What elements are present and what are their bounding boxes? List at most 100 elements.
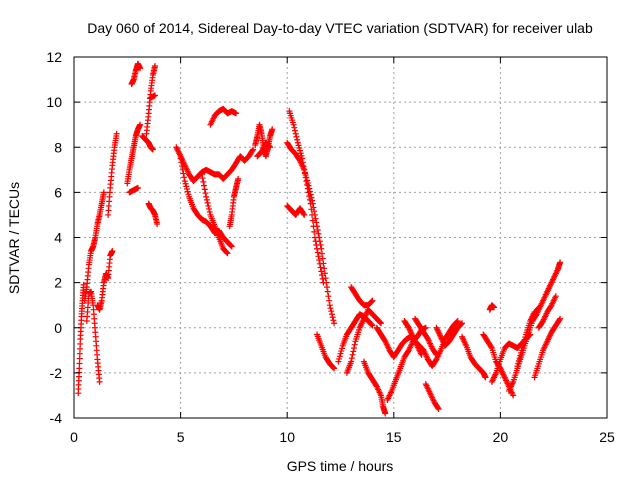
- data-point: [181, 178, 188, 185]
- data-point: [309, 217, 316, 224]
- data-point: [204, 199, 211, 206]
- data-point: [235, 175, 242, 182]
- data-point: [306, 193, 313, 200]
- data-point: [80, 281, 87, 288]
- data-point: [302, 174, 309, 181]
- data-point: [294, 136, 301, 143]
- data-point: [313, 219, 320, 226]
- data-point: [516, 355, 523, 362]
- y-tick-label: -4: [50, 410, 63, 426]
- x-tick-label: 5: [177, 429, 185, 445]
- data-point: [201, 182, 208, 189]
- data-point: [206, 208, 213, 215]
- data-point: [517, 352, 524, 359]
- data-point: [520, 339, 527, 346]
- data-point: [338, 345, 345, 352]
- data-point: [432, 350, 439, 357]
- data-point: [324, 288, 331, 295]
- data-point: [314, 245, 321, 252]
- data-point: [311, 234, 318, 241]
- data-point: [552, 293, 559, 300]
- data-point: [179, 163, 186, 170]
- data-point: [137, 121, 144, 128]
- data-point: [307, 200, 314, 207]
- axes: 0 5 10 15 20 25 -4 -2 0 2 4 6 8 10 12: [46, 49, 615, 445]
- data-point: [181, 174, 188, 181]
- data-point: [203, 196, 210, 203]
- data-point: [336, 355, 343, 362]
- data-point: [325, 293, 332, 300]
- y-tick-label: 6: [54, 184, 62, 200]
- data-point: [314, 226, 321, 233]
- x-tick-label: 10: [279, 429, 295, 445]
- data-point: [314, 249, 321, 256]
- data-point: [183, 185, 190, 192]
- data-point: [330, 317, 337, 324]
- data-point: [294, 139, 301, 146]
- data-point: [316, 260, 323, 267]
- data-point: [309, 211, 316, 218]
- data-point: [557, 315, 564, 322]
- data-point: [328, 308, 335, 315]
- data-point: [368, 298, 375, 305]
- data-point: [318, 268, 325, 275]
- data-point: [199, 175, 206, 182]
- chart-title: Day 060 of 2014, Sidereal Day-to-day VTE…: [87, 20, 593, 36]
- data-point: [312, 238, 319, 245]
- x-axis-label: GPS time / hours: [287, 458, 394, 474]
- data-point: [335, 358, 342, 365]
- data-point: [337, 350, 344, 357]
- data-point: [327, 305, 334, 312]
- data-point: [315, 230, 322, 237]
- data-point: [152, 63, 159, 70]
- data-point: [292, 130, 299, 137]
- data-point: [382, 410, 389, 417]
- data-point: [183, 183, 190, 190]
- data-point: [491, 304, 498, 311]
- data-point: [349, 351, 356, 358]
- data-point: [301, 166, 308, 173]
- grid-lines: [74, 57, 607, 418]
- data-point: [180, 170, 187, 177]
- data-point: [290, 121, 297, 128]
- y-tick-label: 12: [46, 49, 62, 65]
- data-point: [202, 190, 209, 197]
- data-point: [293, 133, 300, 140]
- data-point: [267, 144, 274, 151]
- data-point: [300, 210, 307, 217]
- data-point: [313, 242, 320, 249]
- data-point: [348, 355, 355, 362]
- data-point: [326, 302, 333, 309]
- data-point: [249, 147, 256, 154]
- data-point: [299, 155, 306, 162]
- data-point: [96, 378, 103, 385]
- data-point: [454, 317, 461, 324]
- data-point: [319, 255, 326, 262]
- data-point: [179, 166, 186, 173]
- data-point: [510, 392, 517, 399]
- data-point: [336, 353, 343, 360]
- data-point: [306, 196, 313, 203]
- data-point: [331, 365, 338, 372]
- data-point: [291, 124, 298, 131]
- data-point: [328, 311, 335, 318]
- data-point: [205, 202, 212, 209]
- data-point: [182, 180, 189, 187]
- data-point: [319, 272, 326, 279]
- data-point: [184, 188, 191, 195]
- data-point: [300, 163, 307, 170]
- data-point: [368, 321, 375, 328]
- data-point: [228, 243, 235, 250]
- data-points: [75, 60, 564, 417]
- data-point: [378, 320, 385, 327]
- data-point: [331, 320, 338, 327]
- data-point: [351, 341, 358, 348]
- data-point: [350, 348, 357, 355]
- data-point: [200, 178, 207, 185]
- data-point: [304, 185, 311, 192]
- data-point: [458, 320, 465, 327]
- data-point: [515, 357, 522, 364]
- data-point: [330, 364, 337, 371]
- data-point: [319, 275, 326, 282]
- data-point: [514, 363, 521, 370]
